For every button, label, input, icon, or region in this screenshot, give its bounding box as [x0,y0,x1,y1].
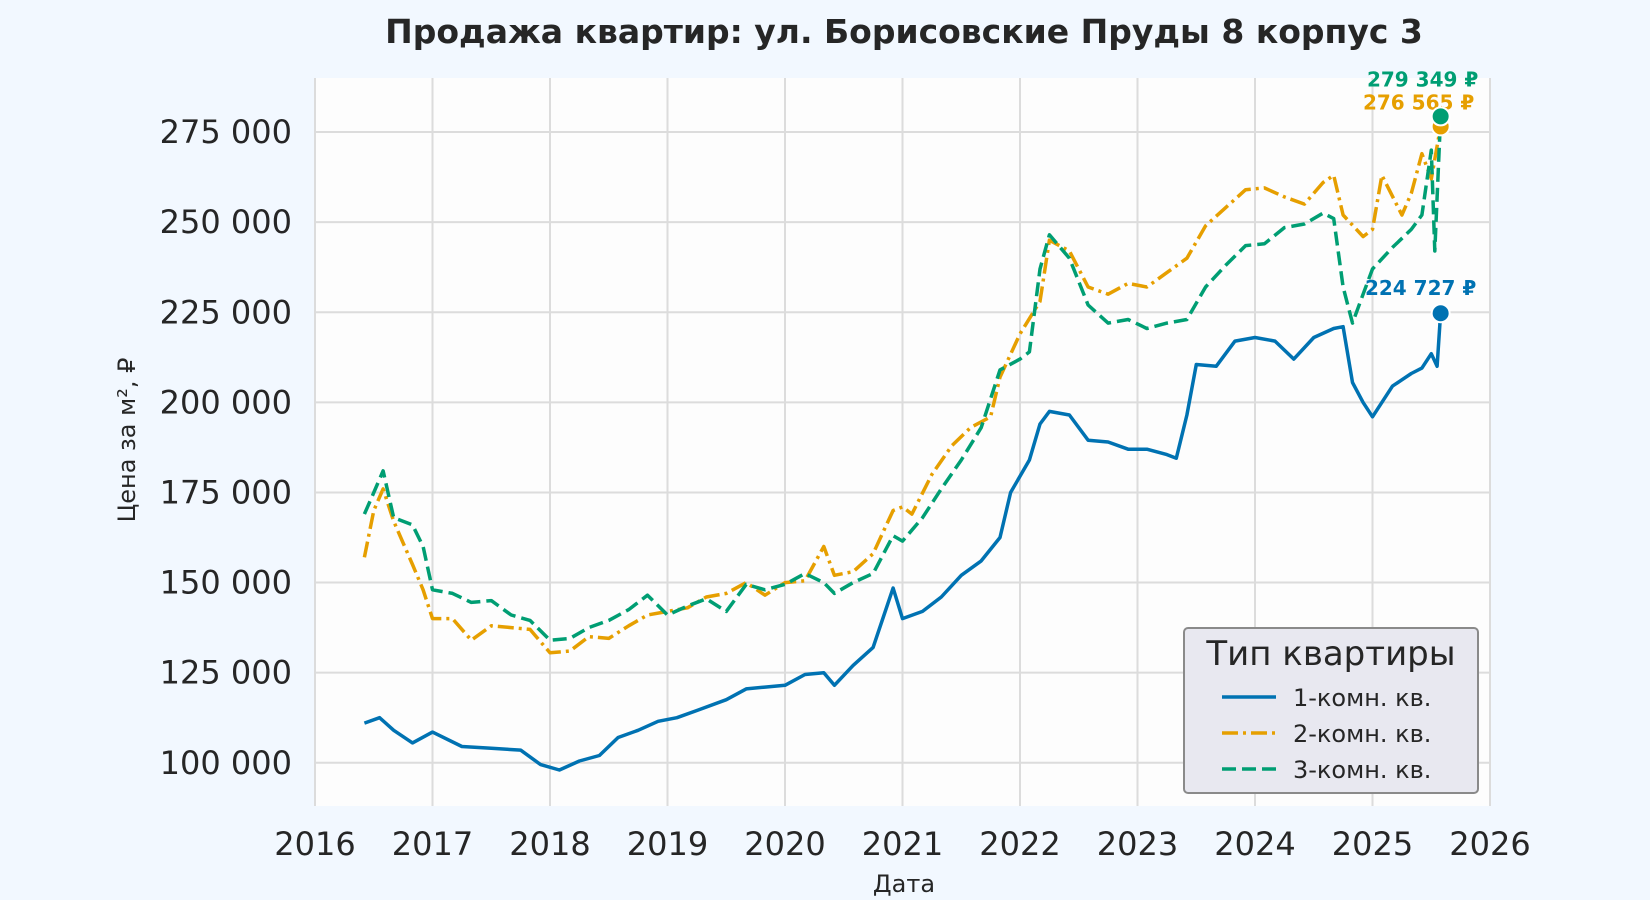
end-label-1: 224 727 ₽ [1365,276,1476,300]
x-tick-2020: 2020 [744,825,825,863]
series-line-2 [362,126,1443,655]
chart-title: Продажа квартир: ул. Борисовские Пруды 8… [385,12,1423,51]
end-label-2: 276 565 ₽ [1363,90,1474,114]
end-markers: 224 727 ₽ 276 565 ₽279 349 ₽ [1363,67,1478,324]
series-line-3 [362,116,1443,642]
y-tick-150000: 150 000 [160,564,292,602]
legend-label-1: 1-комн. кв. [1293,684,1431,712]
x-tick-2025: 2025 [1332,825,1413,863]
legend-items: 1-комн. кв. 2-комн. кв. 3-комн. кв. [1222,684,1431,784]
series-layer [362,116,1443,772]
x-axis-label: Дата [873,870,935,898]
x-tick-2021: 2021 [862,825,943,863]
x-tick-2023: 2023 [1097,825,1178,863]
legend-label-2: 2-комн. кв. [1293,720,1431,748]
y-tick-275000: 275 000 [160,113,292,151]
x-tick-2024: 2024 [1214,825,1295,863]
legend-title: Тип квартиры [1205,634,1455,674]
end-marker-1 [1430,303,1451,324]
y-tick-200000: 200 000 [160,383,292,421]
x-tick-2019: 2019 [627,825,708,863]
grid [314,78,1491,806]
y-tick-125000: 125 000 [160,654,292,692]
y-tick-175000: 175 000 [160,473,292,511]
x-tick-2017: 2017 [392,825,473,863]
end-label-3: 279 349 ₽ [1367,67,1478,91]
x-tick-2018: 2018 [509,825,590,863]
x-tick-2016: 2016 [274,825,355,863]
y-axis-label: Цена за м², ₽ [113,358,141,523]
y-axis-ticks: 100 000 125 000 150 000 175 000 200 000 225 0… [160,113,292,782]
y-tick-100000: 100 000 [160,744,292,782]
x-tick-2022: 2022 [979,825,1060,863]
legend-box [1183,627,1479,794]
y-tick-250000: 250 000 [160,203,292,241]
legend: Тип квартиры 1-комн. кв. 2-комн. кв. 3-ком… [1183,627,1479,794]
x-tick-2026: 2026 [1449,825,1530,863]
end-marker-3 [1430,106,1451,127]
y-tick-225000: 225 000 [160,293,292,331]
x-axis-ticks: 2016 2017 2018 2019 2020 2021 2022 2023 2024 2025… [274,825,1530,863]
series-line-1 [363,313,1443,772]
legend-label-3: 3-комн. кв. [1293,756,1431,784]
